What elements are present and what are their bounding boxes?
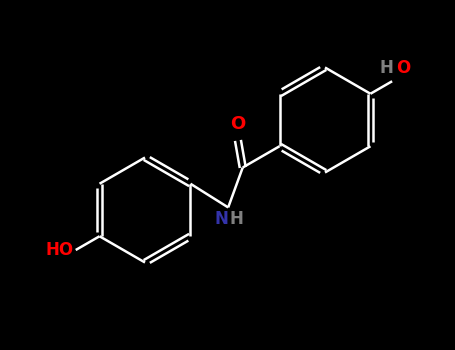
Text: H: H xyxy=(229,210,243,228)
Text: O: O xyxy=(396,59,410,77)
Text: HO: HO xyxy=(45,241,73,259)
Text: H: H xyxy=(379,59,393,77)
Text: N: N xyxy=(214,210,228,228)
Text: O: O xyxy=(230,115,246,133)
